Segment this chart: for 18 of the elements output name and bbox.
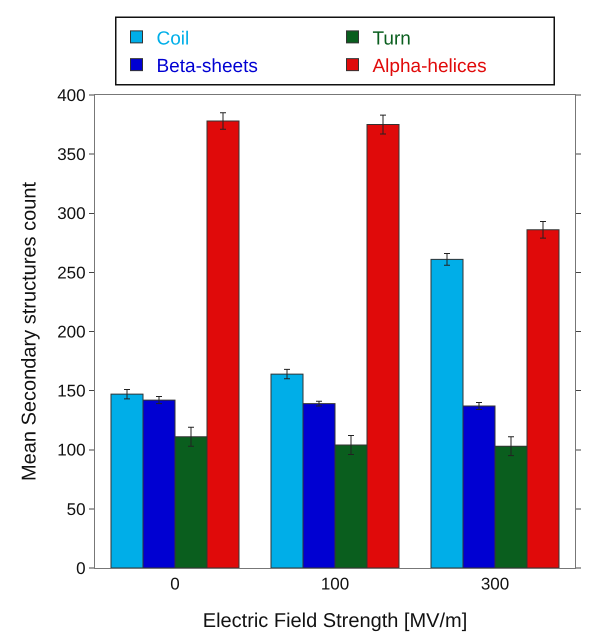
y-tick-label: 0 [76,558,86,578]
legend-label: Turn [372,28,411,50]
y-tick-label: 150 [57,382,86,401]
x-tick-label: 100 [320,574,350,594]
x-tick-label: 300 [480,574,510,594]
y-tick-label: 250 [57,263,86,282]
y-tick-label: 50 [66,500,86,519]
y-axis-title: Mean Secondary structures count [18,182,41,482]
x-tick-label: 0 [170,574,180,594]
legend-label: Coil [156,28,190,50]
y-tick-label: 350 [57,145,86,164]
y-tick-label: 300 [57,204,86,224]
y-tick-label: 400 [57,86,86,105]
legend-label: Alpha-helices [372,56,487,77]
legend-label: Beta-sheets [156,56,258,77]
y-tick-label: 200 [57,322,86,342]
x-axis-title: Electric Field Strength [MV/m] [202,610,468,632]
y-tick-label: 100 [57,440,86,460]
